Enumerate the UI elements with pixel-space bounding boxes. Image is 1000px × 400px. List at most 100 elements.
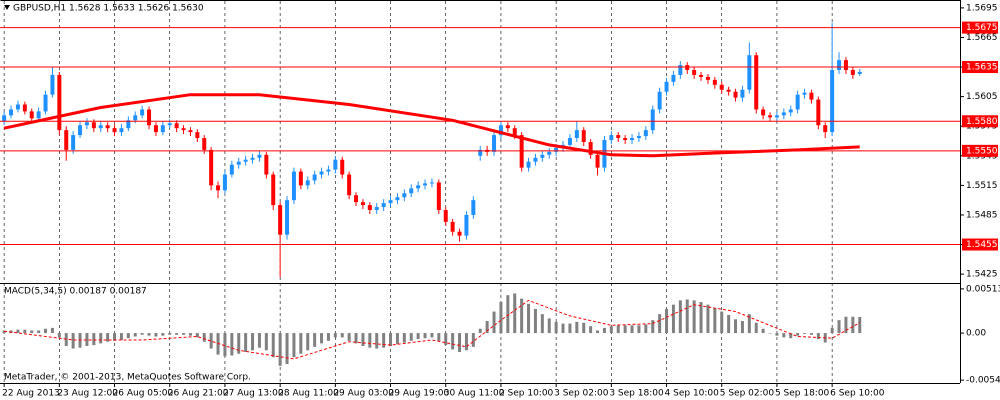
candle-body: [616, 135, 621, 139]
indicator-title: MACD(5,34,5) 0.00187 0.00187: [4, 287, 147, 297]
histogram-bar: [451, 333, 455, 350]
candle-body: [29, 111, 34, 119]
candle-body: [657, 91, 662, 110]
candle-body: [478, 149, 483, 156]
histogram-bar: [471, 333, 475, 347]
histogram-bar: [485, 321, 489, 334]
histogram-bar: [361, 333, 365, 346]
histogram-bar: [837, 320, 841, 334]
histogram-bar: [333, 333, 337, 338]
candle-body: [823, 125, 828, 133]
histogram-bar: [464, 333, 468, 351]
candle-body: [105, 125, 110, 129]
histogram-bar: [775, 333, 779, 336]
histogram-bar: [596, 330, 600, 334]
histogram-bar: [278, 333, 282, 366]
candle-body: [98, 125, 103, 129]
histogram-bar: [299, 333, 303, 354]
histogram-bar: [547, 318, 551, 334]
histogram-bar: [409, 333, 413, 341]
histogram-bar: [699, 302, 703, 334]
candle-body: [319, 171, 324, 175]
histogram-bar: [306, 333, 310, 351]
candle-body: [492, 135, 497, 152]
candle-body: [250, 157, 255, 160]
histogram-bar: [113, 333, 117, 341]
candle-body: [195, 132, 200, 139]
histogram-bar: [320, 333, 324, 344]
histogram-bar: [154, 333, 158, 337]
histogram-bar: [99, 333, 103, 344]
y-tick-label: 1.5485: [966, 210, 998, 220]
histogram-bar: [133, 333, 137, 337]
histogram-bar: [382, 333, 386, 348]
histogram-bar: [720, 311, 724, 334]
candle-body: [754, 55, 759, 110]
level-label-box: [962, 21, 998, 34]
indicator-line: [4, 299, 860, 360]
candle-body: [264, 154, 269, 175]
candle-body: [312, 174, 317, 181]
histogram-bar: [478, 328, 482, 334]
histogram-bar: [782, 333, 786, 338]
x-tick-label: 22 Aug 2013: [2, 389, 60, 399]
candle-body: [167, 123, 172, 126]
y-tick-label: -0.00547: [966, 376, 1000, 386]
candle-body: [678, 65, 683, 75]
candle-body: [574, 130, 579, 139]
histogram-bar: [568, 323, 572, 334]
histogram-bar: [609, 326, 613, 334]
candle-body: [436, 182, 441, 211]
histogram-bar: [37, 330, 41, 334]
histogram-bar: [533, 308, 537, 334]
candle-body: [278, 205, 283, 235]
candle-body: [443, 210, 448, 222]
histogram-bar: [395, 333, 399, 345]
histogram-bar: [637, 325, 641, 334]
candle-body: [216, 185, 221, 191]
x-tick-label: 2 Sep 10:00: [499, 389, 554, 399]
candle-body: [64, 130, 69, 150]
candle-body: [464, 214, 469, 236]
candle-body: [181, 128, 186, 131]
y-tick-label: 1.5515: [966, 181, 998, 191]
x-tick-label: 6 Sep 10:00: [830, 389, 885, 399]
x-tick-label: 28 Aug 11:00: [278, 389, 339, 399]
candle-body: [9, 109, 14, 116]
histogram-bar: [623, 325, 627, 334]
histogram-bar: [140, 333, 144, 335]
candle-body: [43, 94, 48, 112]
histogram-bar: [727, 314, 731, 334]
candle-body: [547, 151, 552, 155]
y-tick-label: 1.5665: [966, 33, 998, 43]
candle-body: [533, 157, 538, 162]
histogram-bar: [416, 333, 420, 340]
histogram-bar: [251, 333, 255, 351]
histogram-bar: [347, 333, 351, 341]
candle-body: [50, 74, 55, 95]
symbol-menu-icon[interactable]: [4, 5, 10, 10]
histogram-bar: [458, 333, 462, 353]
candle-body: [153, 125, 158, 133]
histogram-bar: [527, 303, 531, 334]
candle-body: [78, 125, 83, 136]
candle-body: [395, 197, 400, 201]
candle-body: [298, 171, 303, 186]
level-label: 1.5550: [966, 146, 998, 156]
candle-body: [712, 79, 717, 85]
histogram-bar: [747, 314, 751, 334]
histogram-bar: [44, 328, 48, 334]
candle-body: [692, 70, 697, 75]
histogram-bar: [520, 298, 524, 334]
candle-body: [112, 128, 117, 133]
candle-body: [837, 60, 842, 71]
candle-body: [498, 125, 503, 136]
candle-body: [830, 70, 835, 133]
histogram-bar: [554, 321, 558, 334]
candle-body: [664, 81, 669, 92]
histogram-bar: [665, 308, 669, 334]
level-label: 1.5455: [966, 240, 998, 250]
candle-body: [650, 109, 655, 131]
histogram-bar: [368, 333, 372, 348]
candle-body: [416, 185, 421, 189]
